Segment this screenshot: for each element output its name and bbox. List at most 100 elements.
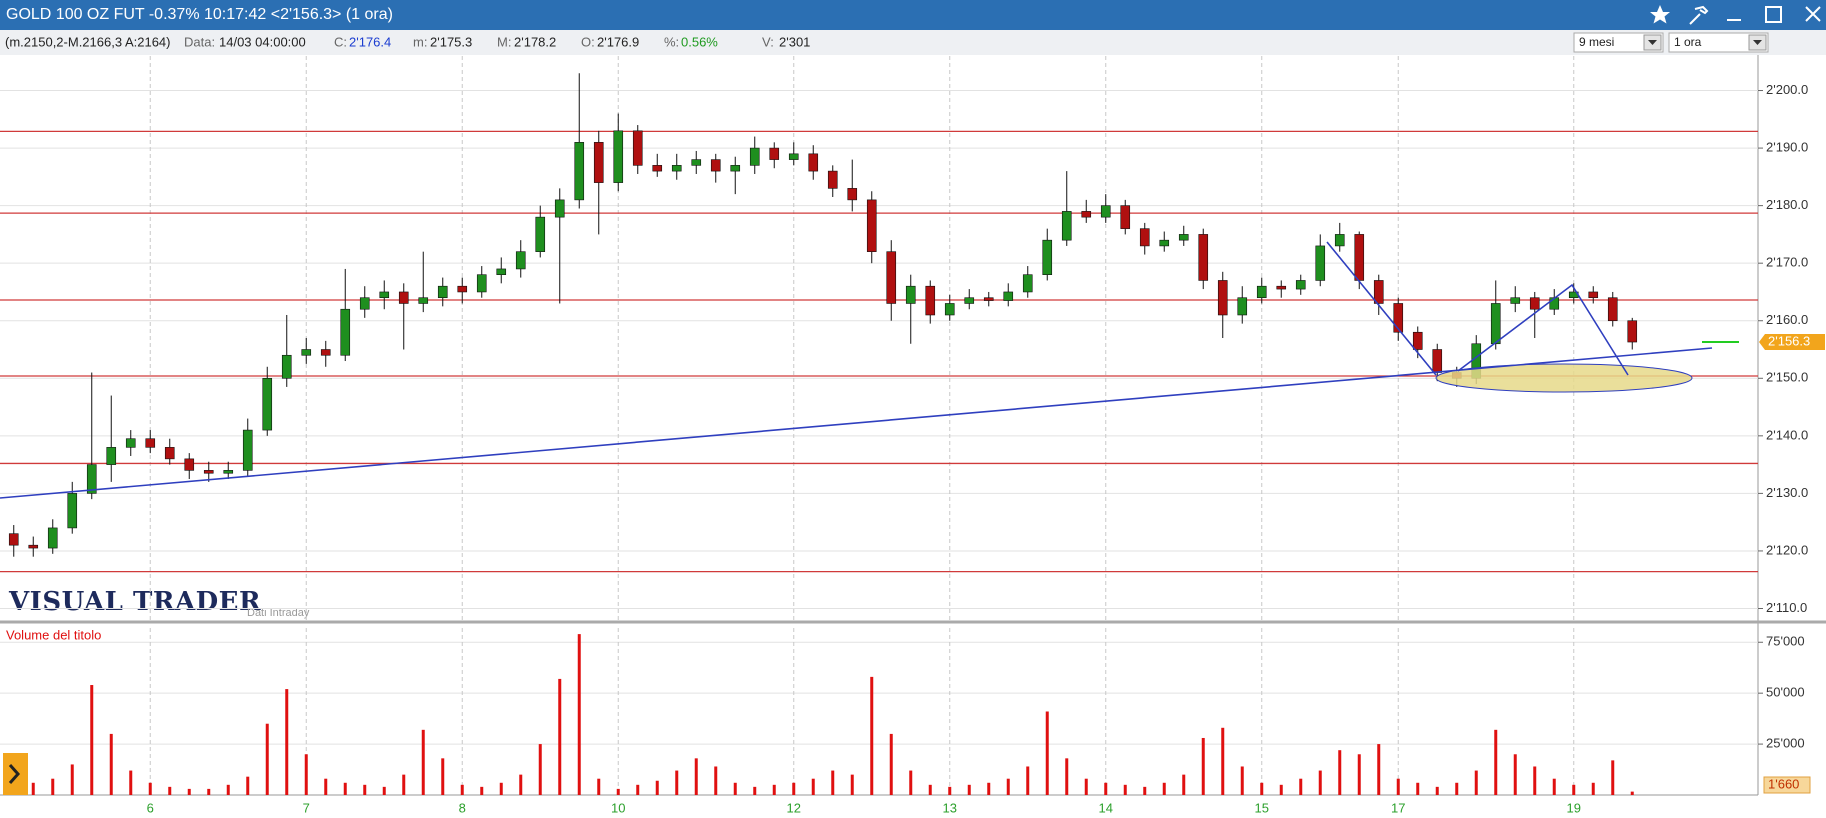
volume-bar (207, 788, 211, 795)
volume-bar (226, 784, 230, 795)
volume-bar (850, 774, 854, 795)
favorite-button[interactable] (1650, 5, 1670, 24)
y-tick-label: 2'190.0 (1766, 140, 1808, 155)
volume-bar (148, 782, 152, 795)
info-bar (0, 30, 1826, 55)
candle-body (652, 165, 663, 172)
volume-bar (1162, 782, 1166, 795)
x-tick-label: 19 (1567, 800, 1581, 815)
volume-bar (1318, 770, 1322, 795)
volume-bar (1435, 786, 1439, 795)
x-tick-label: 14 (1099, 800, 1113, 815)
candle-body (496, 268, 507, 275)
candle-body (1256, 285, 1267, 299)
volume-bar (1591, 782, 1595, 795)
volume-bar (675, 770, 679, 795)
volume-bar (733, 782, 737, 795)
candle-body (730, 165, 741, 172)
candle-body (847, 188, 858, 201)
volume-bar (655, 780, 659, 795)
brand: VISUAL TRADER (8, 587, 261, 617)
candle-body (1159, 239, 1170, 247)
volume-bar (577, 634, 581, 795)
candle-body (1295, 280, 1306, 290)
volume-bar (909, 770, 913, 795)
volume-bar (714, 766, 718, 795)
info-label: Data: (184, 34, 215, 49)
select-value[interactable]: 1 ora (1674, 35, 1702, 49)
volume-bar (1240, 766, 1244, 795)
candle-body (1042, 239, 1053, 275)
volume-bar (129, 770, 133, 795)
side-button[interactable] (3, 753, 28, 795)
volume-bar (460, 784, 464, 795)
candle-body (86, 464, 97, 494)
y-tick-label: 2'160.0 (1766, 312, 1808, 327)
candle-body (1061, 211, 1072, 241)
interval-select[interactable]: 1 ora (1668, 32, 1769, 53)
volume-bar (1572, 784, 1576, 795)
candle-body (145, 438, 156, 448)
info-label: M: (497, 34, 511, 49)
info-volume: 2'301 (779, 34, 810, 49)
arrow-icon (1753, 40, 1762, 45)
last-price-label: 2'156.3 (1768, 333, 1810, 348)
candle-body (671, 165, 682, 172)
volume-bar (792, 782, 796, 795)
drawings (0, 241, 1739, 795)
volume-bar (1630, 791, 1634, 795)
candle-body (769, 147, 780, 160)
volume-bar (1377, 744, 1381, 795)
candle-body (574, 142, 585, 201)
candle-body (515, 251, 526, 270)
volume-bar (1065, 758, 1069, 795)
candle-body (457, 285, 468, 293)
volume-bar (343, 782, 347, 795)
select-value[interactable]: 9 mesi (1579, 35, 1614, 49)
volume-bar (1143, 786, 1147, 795)
info-label: V: (762, 34, 774, 49)
candle-body (242, 429, 253, 471)
trend-line (0, 347, 1713, 499)
zigzag-line (1326, 241, 1437, 376)
candle-body (827, 170, 838, 189)
close-button[interactable] (1805, 6, 1821, 22)
candle-body (613, 130, 624, 183)
candle-body (1510, 297, 1521, 304)
candle-body (1198, 234, 1209, 281)
y-tick-label: 2'110.0 (1766, 600, 1807, 615)
select-box[interactable] (1573, 32, 1664, 53)
candle-body (106, 447, 117, 465)
volume-bar (772, 784, 776, 795)
window-buttons[interactable] (1650, 5, 1821, 25)
y-tick-label: 2'140.0 (1766, 427, 1808, 442)
candle-body (1432, 349, 1443, 373)
candle-body (964, 297, 975, 304)
highlight-ellipse (1435, 363, 1693, 393)
select-box[interactable] (1668, 32, 1769, 53)
volume-bar (811, 778, 815, 795)
y-tick-label: 2'150.0 (1766, 370, 1808, 385)
candle-body (1022, 274, 1033, 293)
candle-body (886, 251, 897, 304)
candle-body (125, 438, 136, 448)
maximize-button[interactable] (1765, 6, 1782, 23)
volume-bar (597, 778, 601, 795)
title-bar (0, 0, 1826, 30)
candle-body (1081, 211, 1092, 218)
volume-bar (480, 786, 484, 795)
candle-body (184, 458, 195, 471)
info-min: 2'175.3 (430, 34, 472, 49)
candle-body (1334, 234, 1345, 247)
volume-bar (109, 733, 113, 795)
info-close: 2'176.4 (349, 34, 391, 49)
candle-body (1549, 297, 1560, 310)
candle-body (554, 199, 565, 218)
volume-bar (441, 758, 445, 795)
candle-body (1627, 320, 1638, 343)
volume-bar (265, 723, 269, 795)
tools-button[interactable] (1689, 5, 1709, 25)
candle-body (262, 377, 273, 431)
period-select[interactable]: 9 mesi (1573, 32, 1664, 53)
